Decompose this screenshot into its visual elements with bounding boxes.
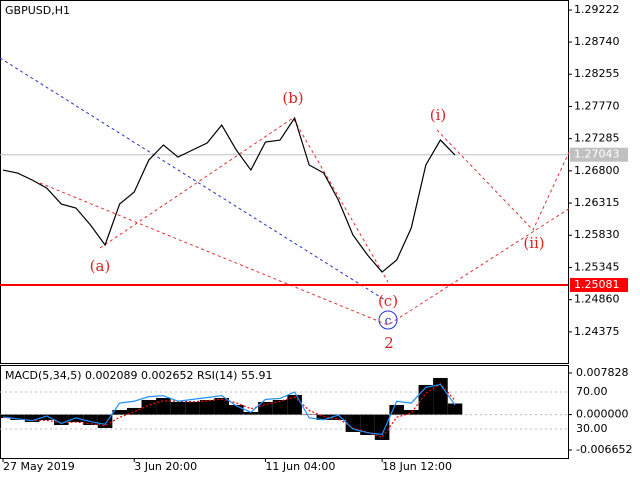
y-tick-label: 0.007828 <box>576 366 629 379</box>
current-price-box <box>570 147 628 162</box>
y-tick-label: 1.28255 <box>574 67 620 80</box>
wave-label: (ii) <box>523 234 544 252</box>
histogram-bar <box>389 404 404 415</box>
histogram-bar <box>345 414 361 432</box>
current-price-label: 1.27043 <box>574 148 620 161</box>
indicator-title: MACD(5,34,5) 0.002089 0.002652 RSI(14) 5… <box>5 369 272 382</box>
y-tick-label: -0.006652 <box>576 443 632 456</box>
histogram-bar <box>156 397 171 415</box>
histogram-bar <box>97 414 113 428</box>
histogram-bar <box>272 399 288 415</box>
histogram-bar <box>258 401 273 415</box>
wave-label: (a) <box>90 257 111 275</box>
histogram-bar <box>433 377 448 415</box>
histogram-bar <box>39 414 55 420</box>
y2-tick-label: 30.00 <box>576 422 608 435</box>
wave-label: (b) <box>282 89 303 107</box>
histogram-bar <box>141 399 157 415</box>
histogram-bar <box>54 414 69 425</box>
histogram-bar <box>112 409 127 415</box>
main-frame <box>0 0 569 364</box>
histogram-bar <box>199 399 215 415</box>
wave-lines <box>0 57 571 326</box>
wave-line <box>436 129 571 231</box>
histogram-bar <box>287 394 302 415</box>
histogram-bar <box>243 411 259 415</box>
x-tick-label: 11 Jun 04:00 <box>265 460 335 473</box>
level-box <box>570 277 628 292</box>
wave-label: (c) <box>378 292 398 310</box>
y-tick-label: 1.27770 <box>574 99 620 112</box>
trend-line <box>0 57 386 301</box>
x-tick-label: 18 Jun 12:00 <box>382 460 452 473</box>
y-tick-label: 1.27285 <box>574 132 620 145</box>
y2-tick-label: 70.00 <box>576 385 608 398</box>
y-tick-label: 0.000000 <box>576 408 629 421</box>
histogram-bar <box>24 414 40 422</box>
y-tick-label: 1.24375 <box>574 325 620 338</box>
histogram-bar <box>126 407 142 415</box>
histogram-bar <box>331 414 346 420</box>
wave-label: c <box>385 314 392 328</box>
indicator-frame <box>0 365 569 459</box>
chart-title: GBPUSD,H1 <box>5 4 70 17</box>
histogram-bar <box>214 397 229 415</box>
histogram-bar <box>10 414 25 420</box>
x-tick-label: 3 Jun 20:00 <box>134 460 197 473</box>
histogram-bar <box>170 401 186 415</box>
wave-label: (i) <box>430 106 447 124</box>
histogram-bar <box>83 414 98 425</box>
histogram-bar <box>447 403 463 415</box>
y-tick-label: 1.25345 <box>574 260 620 273</box>
wave-line <box>99 117 389 283</box>
histogram-bar <box>229 404 244 415</box>
level-label: 1.25081 <box>574 278 620 291</box>
y-tick-label: 1.29222 <box>574 3 620 16</box>
y-tick-label: 1.28740 <box>574 35 620 48</box>
x-tick-label: 27 May 2019 <box>3 460 75 473</box>
histogram-bar <box>403 409 419 415</box>
y-tick-label: 1.26800 <box>574 164 620 177</box>
y-tick-label: 1.26315 <box>574 196 620 209</box>
histogram-bar <box>418 384 434 415</box>
y-tick-label: 1.25830 <box>574 228 620 241</box>
wave-label: 2 <box>384 334 394 352</box>
wave-circle <box>378 310 398 330</box>
histogram-bar <box>360 414 375 435</box>
y-tick-label: 1.24860 <box>574 293 620 306</box>
histogram-bar <box>185 401 200 415</box>
series-line <box>2 383 456 436</box>
histogram-bar <box>0 414 11 418</box>
series-line <box>2 116 456 273</box>
